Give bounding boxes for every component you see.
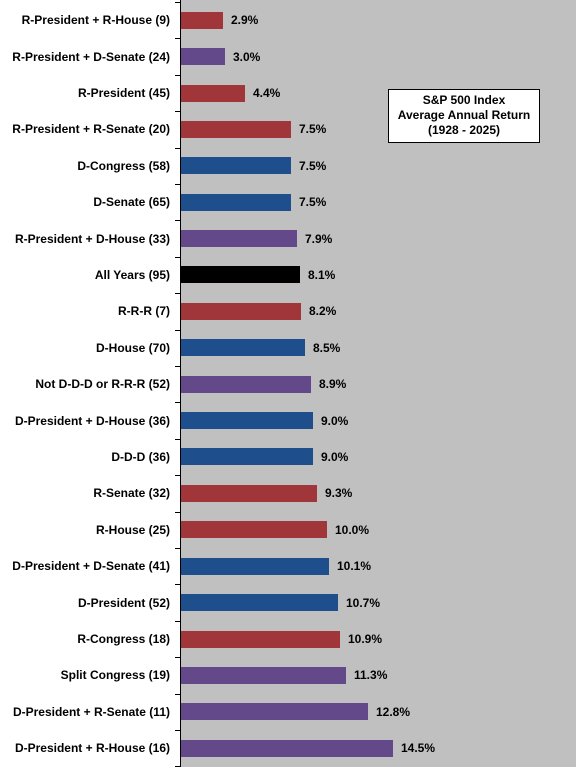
value-label: 12.8% bbox=[376, 705, 411, 719]
category-label: D-President (52) bbox=[77, 596, 170, 610]
value-label: 7.5% bbox=[299, 195, 327, 209]
bar bbox=[181, 703, 368, 720]
value-label: 3.0% bbox=[233, 50, 261, 64]
axis-tick bbox=[175, 584, 180, 585]
axis-tick bbox=[175, 257, 180, 258]
bar bbox=[181, 521, 327, 538]
category-label: R-R-R (7) bbox=[118, 304, 170, 318]
value-label: 14.5% bbox=[401, 741, 436, 755]
bar bbox=[181, 667, 346, 684]
bar bbox=[181, 230, 297, 247]
axis-tick bbox=[175, 366, 180, 367]
category-label: D-D-D (36) bbox=[111, 450, 170, 464]
bar bbox=[181, 48, 225, 65]
axis-tick bbox=[175, 220, 180, 221]
value-label: 9.0% bbox=[321, 450, 349, 464]
axis-tick bbox=[175, 184, 180, 185]
axis-tick bbox=[175, 38, 180, 39]
chart-title-line-1: S&P 500 Index bbox=[422, 93, 506, 107]
value-label: 8.1% bbox=[308, 268, 336, 282]
bar bbox=[181, 157, 291, 174]
bar bbox=[181, 85, 245, 102]
category-axis-line bbox=[180, 0, 181, 767]
value-label: 2.9% bbox=[231, 13, 259, 27]
bar bbox=[181, 303, 301, 320]
category-label: D-President + R-Senate (11) bbox=[12, 705, 170, 719]
category-label: R-Congress (18) bbox=[77, 632, 170, 646]
value-label: 8.2% bbox=[309, 304, 337, 318]
axis-tick bbox=[175, 730, 180, 731]
bar bbox=[181, 485, 317, 502]
axis-tick bbox=[175, 148, 180, 149]
axis-tick bbox=[175, 475, 180, 476]
value-label: 11.3% bbox=[354, 668, 388, 682]
value-label: 10.7% bbox=[346, 596, 381, 610]
axis-tick bbox=[175, 694, 180, 695]
axis-tick bbox=[175, 621, 180, 622]
category-label: R-President + D-House (33) bbox=[14, 232, 170, 246]
bar bbox=[181, 12, 223, 29]
axis-tick bbox=[175, 439, 180, 440]
chart-title-line-2: Average Annual Return bbox=[397, 108, 531, 122]
category-label: R-President + D-Senate (24) bbox=[12, 50, 170, 64]
bar bbox=[181, 594, 338, 611]
value-label: 10.9% bbox=[348, 632, 383, 646]
category-label: R-Senate (32) bbox=[93, 486, 170, 500]
category-label: D-President + D-Senate (41) bbox=[12, 559, 170, 573]
bar bbox=[181, 121, 291, 138]
value-label: 9.3% bbox=[325, 486, 353, 500]
bar bbox=[181, 194, 291, 211]
bar bbox=[181, 740, 393, 757]
chart-title-line-3: (1928 - 2025) bbox=[427, 123, 501, 137]
chart-title-box: S&P 500 Index Average Annual Return (192… bbox=[388, 89, 540, 143]
bar bbox=[181, 631, 340, 648]
value-label: 8.9% bbox=[319, 377, 347, 391]
axis-tick bbox=[175, 657, 180, 658]
value-label: 8.5% bbox=[313, 341, 341, 355]
axis-tick bbox=[175, 548, 180, 549]
bar bbox=[181, 339, 305, 356]
value-label: 4.4% bbox=[253, 86, 281, 100]
bar bbox=[181, 558, 329, 575]
category-label: D-Senate (65) bbox=[93, 195, 170, 209]
axis-tick bbox=[175, 402, 180, 403]
category-label: D-President + D-House (36) bbox=[14, 414, 170, 428]
bar bbox=[181, 448, 313, 465]
axis-tick bbox=[175, 330, 180, 331]
axis-tick bbox=[175, 512, 180, 513]
category-label: Split Congress (19) bbox=[60, 668, 170, 682]
value-label: 10.0% bbox=[335, 523, 370, 537]
axis-tick bbox=[175, 111, 180, 112]
value-label: 7.5% bbox=[299, 122, 327, 136]
axis-tick bbox=[175, 2, 180, 3]
bar bbox=[181, 266, 300, 283]
category-label: D-Congress (58) bbox=[77, 159, 170, 173]
category-label: R-President (45) bbox=[77, 86, 170, 100]
category-label: D-President + R-House (16) bbox=[14, 741, 170, 755]
category-label: All Years (95) bbox=[94, 268, 170, 282]
value-label: 9.0% bbox=[321, 414, 349, 428]
category-label: R-House (25) bbox=[95, 523, 170, 537]
category-label: D-House (70) bbox=[95, 341, 170, 355]
value-label: 10.1% bbox=[337, 559, 372, 573]
value-label: 7.9% bbox=[305, 232, 333, 246]
axis-tick bbox=[175, 293, 180, 294]
bar bbox=[181, 376, 311, 393]
category-label: R-President + R-Senate (20) bbox=[12, 122, 170, 136]
bar bbox=[181, 412, 313, 429]
category-label: R-President + R-House (9) bbox=[21, 13, 170, 27]
category-label: Not D-D-D or R-R-R (52) bbox=[35, 377, 170, 391]
value-label: 7.5% bbox=[299, 159, 327, 173]
axis-tick bbox=[175, 75, 180, 76]
